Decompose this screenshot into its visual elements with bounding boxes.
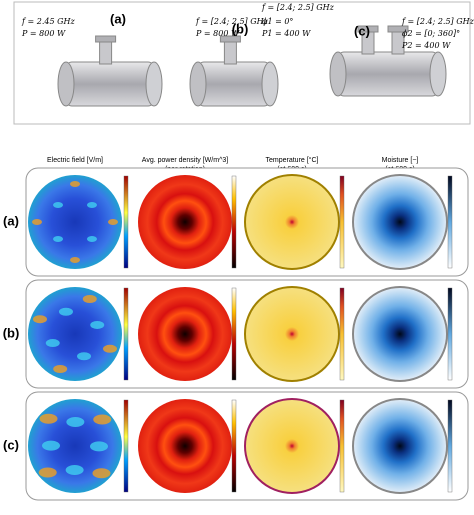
- setup-param: f = 2.45 GHz: [21, 17, 75, 26]
- field-hotspot: [90, 320, 105, 329]
- colorbar: [123, 175, 129, 269]
- setup-param: ϕ2 = [0; 360]°: [402, 29, 460, 38]
- setup-param: f = [2.4; 2.5] GHz: [401, 17, 474, 26]
- field-map: [352, 174, 448, 270]
- waveguide-flange: [95, 35, 117, 43]
- field-hotspot: [70, 257, 80, 263]
- colorbar: [339, 399, 345, 493]
- colorbar: [339, 287, 345, 381]
- field-map: [244, 398, 340, 494]
- colorbar: [231, 175, 237, 269]
- cavity-end: [57, 61, 75, 107]
- setup-param: f = [2.4; 2.5] GHz: [261, 3, 335, 12]
- field-hotspot: [32, 219, 42, 225]
- colorbar: [231, 287, 237, 381]
- field-hotspot: [93, 414, 112, 425]
- row-label: (a): [3, 213, 19, 228]
- column-title: Temperature [°C]: [266, 156, 319, 164]
- setup-label: (c): [354, 23, 370, 38]
- waveguide-flange: [219, 35, 241, 43]
- field-hotspot: [77, 352, 92, 361]
- field-hotspot: [53, 202, 64, 209]
- field-hotspot: [38, 467, 57, 478]
- field-hotspot: [58, 307, 73, 316]
- field-hotspot: [53, 235, 64, 242]
- cavity-end: [429, 51, 447, 97]
- setup-param: P = 800 W: [195, 29, 240, 38]
- setup-param: P1 = 400 W: [261, 29, 311, 38]
- cavity: [197, 61, 271, 107]
- cavity: [65, 61, 155, 107]
- field-hotspot: [103, 344, 118, 353]
- field-map: [138, 175, 232, 269]
- field-hotspot: [82, 294, 97, 303]
- field-hotspot: [32, 315, 47, 324]
- setup-param: P2 = 400 W: [401, 41, 451, 50]
- field-hotspot: [45, 339, 60, 348]
- colorbar: [339, 175, 345, 269]
- setup-param: f = [2.4; 2.5] GHz: [195, 17, 269, 26]
- cavity-end: [189, 61, 207, 107]
- field-hotspot: [53, 365, 68, 374]
- cavity-end: [145, 61, 163, 107]
- field-hotspot: [42, 440, 61, 451]
- field-hotspot: [70, 181, 80, 187]
- field-map: [352, 398, 448, 494]
- row-label: (b): [3, 325, 20, 340]
- field-hotspot: [92, 468, 111, 479]
- waveguide-flange: [357, 25, 379, 33]
- cavity: [337, 51, 439, 97]
- column-title: Electric field [V/m]: [47, 157, 103, 164]
- colorbar: [123, 287, 129, 381]
- setup-label: (b): [232, 21, 249, 36]
- setup-param: P = 800 W: [21, 29, 66, 38]
- column-title: Avg. power density [W/m^3]: [142, 157, 228, 164]
- setup-param: ϕ1 = 0°: [262, 17, 293, 26]
- row-label: (c): [3, 437, 19, 452]
- column-title: Moisture [−]: [382, 157, 419, 164]
- cavity-end: [329, 51, 347, 97]
- field-map: [244, 174, 340, 270]
- field-hotspot: [86, 202, 97, 209]
- waveguide-flange: [387, 25, 409, 33]
- field-hotspot: [89, 441, 108, 452]
- field-hotspot: [108, 219, 118, 225]
- field-map: [138, 287, 232, 381]
- colorbar: [447, 399, 453, 493]
- cavity-end: [261, 61, 279, 107]
- field-hotspot: [65, 464, 84, 475]
- colorbar: [447, 287, 453, 381]
- setup-label: (a): [110, 11, 126, 26]
- field-map: [138, 399, 232, 493]
- colorbar: [447, 175, 453, 269]
- field-map: [352, 286, 448, 382]
- field-hotspot: [86, 235, 97, 242]
- field-map: [244, 286, 340, 382]
- colorbar: [231, 399, 237, 493]
- field-map: [28, 175, 122, 269]
- colorbar: [123, 399, 129, 493]
- field-hotspot: [66, 417, 85, 428]
- field-map: [28, 287, 122, 381]
- field-hotspot: [39, 413, 58, 424]
- waveguide: [99, 39, 113, 65]
- waveguide: [223, 39, 237, 65]
